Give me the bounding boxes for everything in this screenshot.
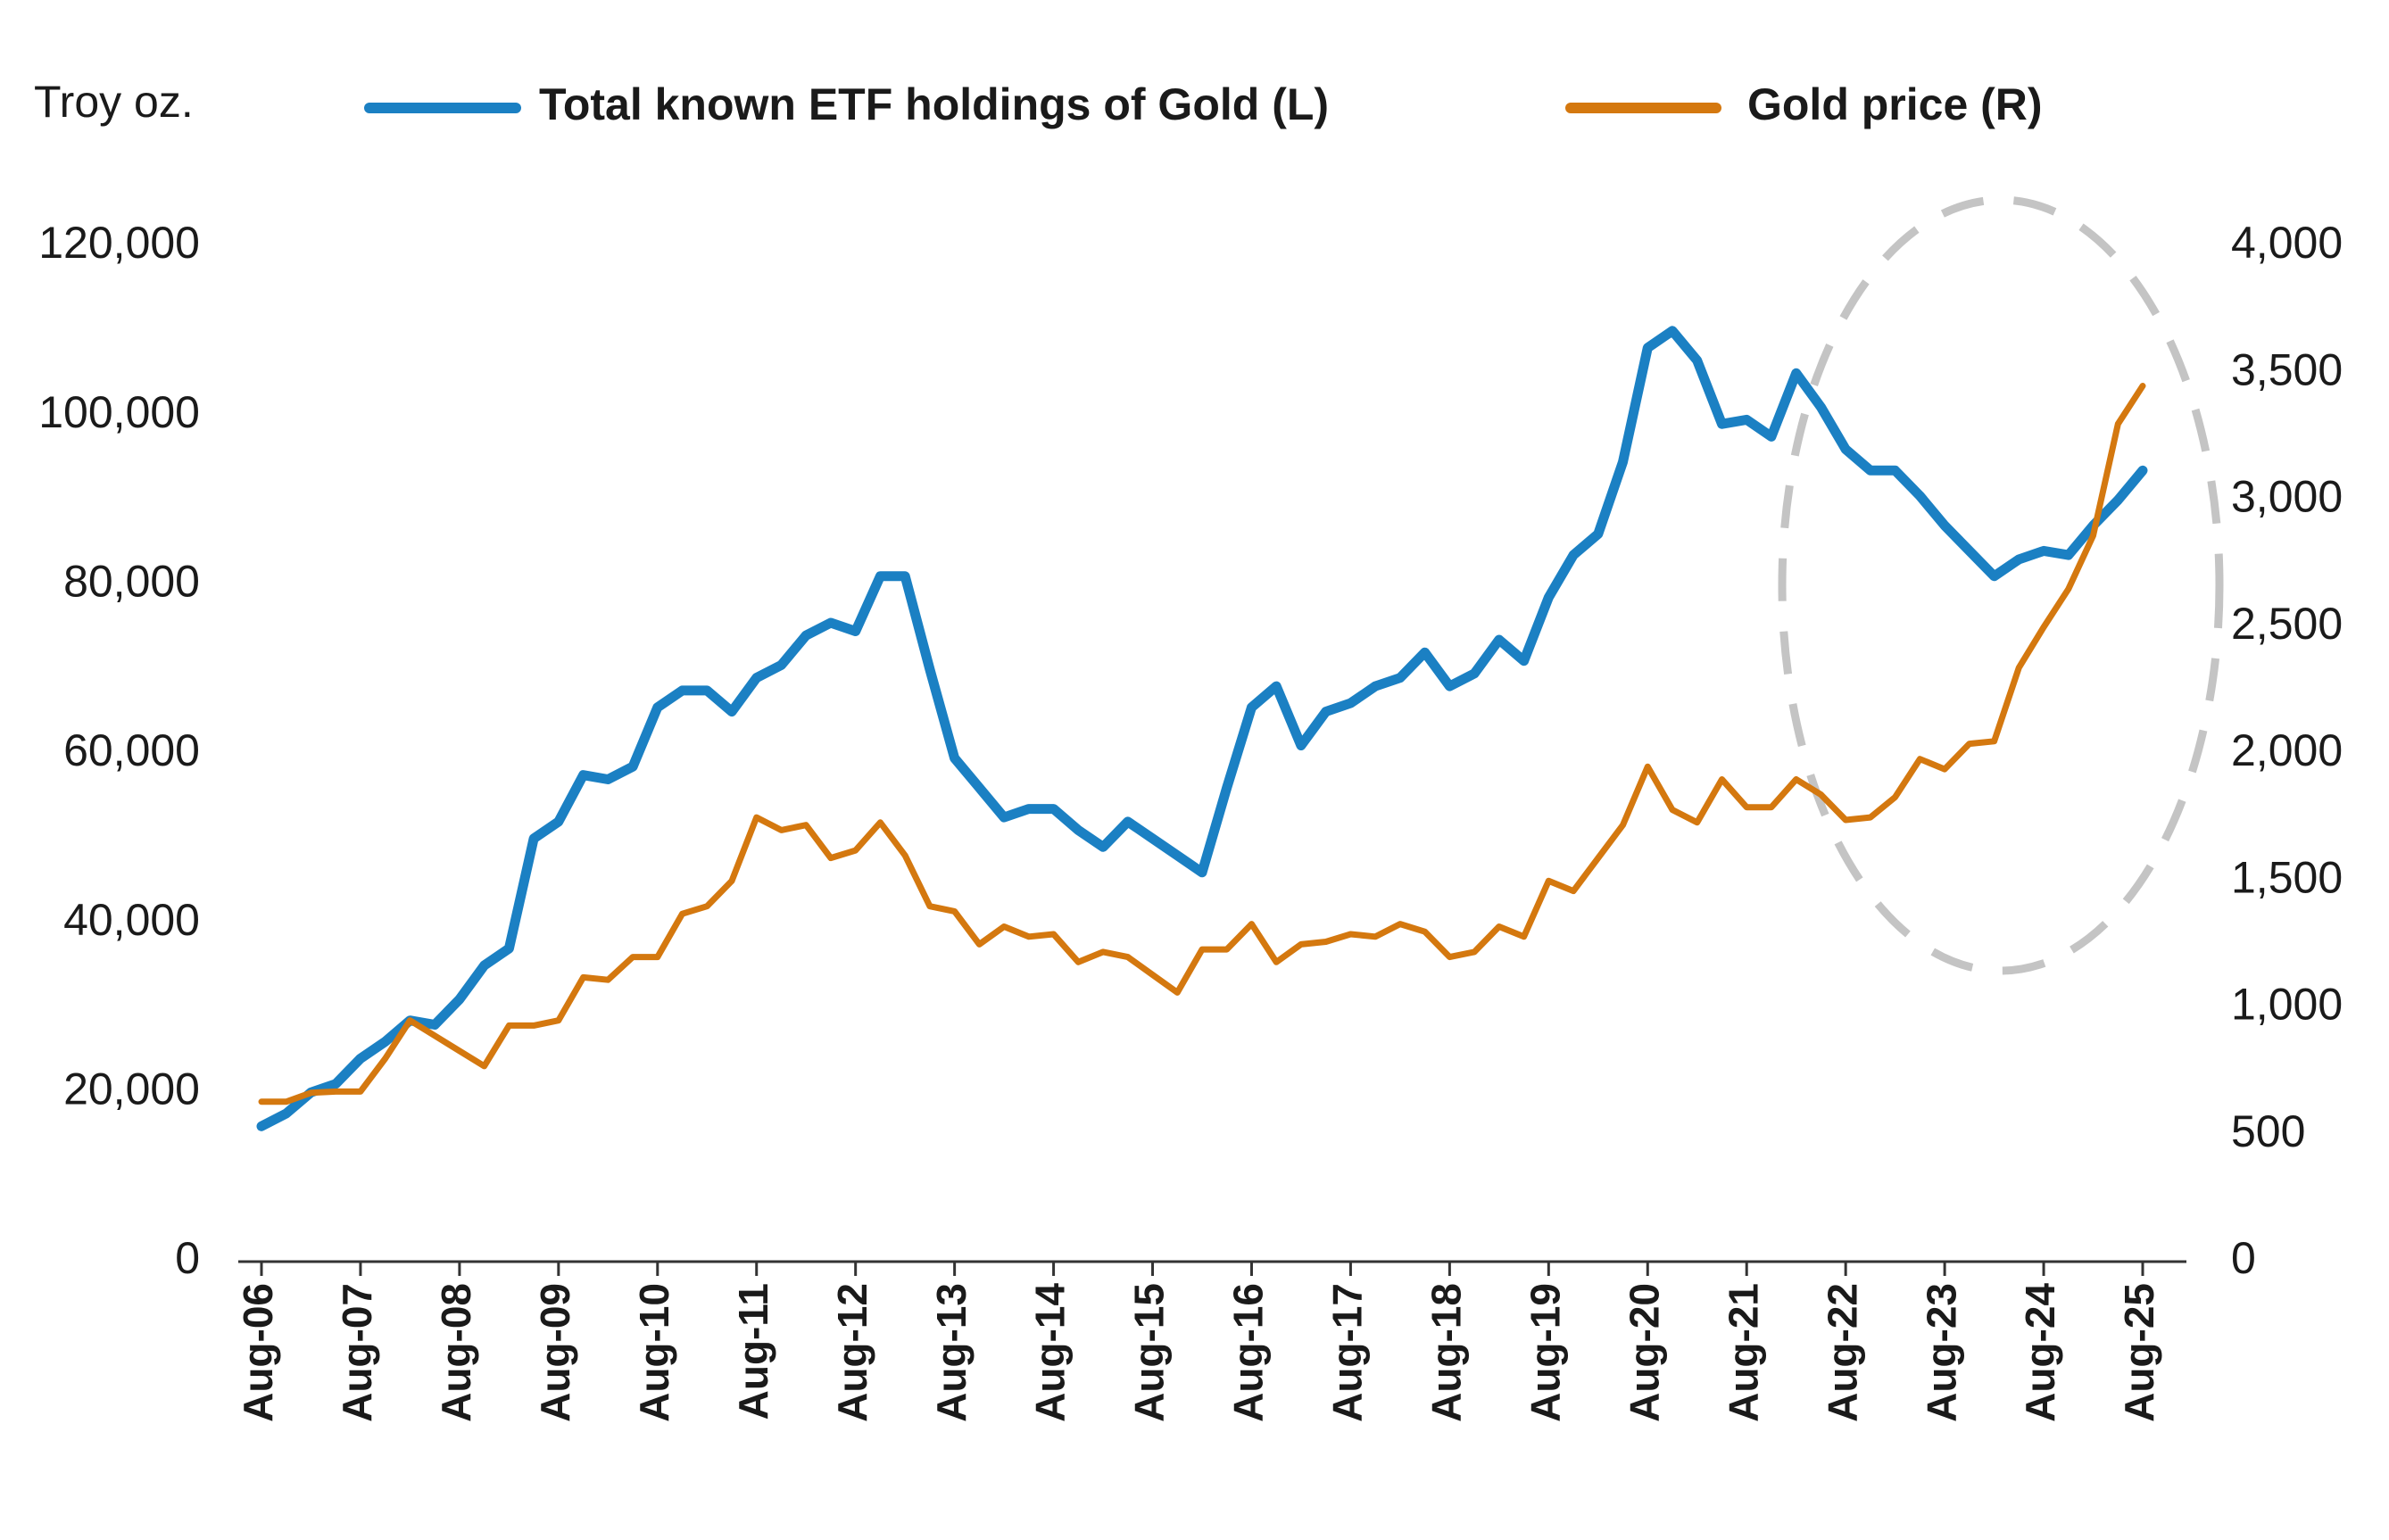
y-tick-label: 20,000 (63, 1064, 200, 1114)
highlight-ellipse (1778, 195, 2224, 975)
y-tick-label: 120,000 (38, 218, 200, 268)
x-tick-label: Aug-13 (928, 1283, 975, 1422)
y2-tick-label: 1,000 (2231, 980, 2343, 1030)
x-tick-label: Aug-06 (235, 1283, 281, 1422)
y-axis-label: Troy oz. (34, 77, 194, 127)
y2-tick-label: 1,500 (2231, 852, 2343, 902)
y2-tick-label: 500 (2231, 1106, 2305, 1156)
y2-tick-label: 0 (2231, 1233, 2256, 1283)
x-tick-label: Aug-22 (1819, 1283, 1865, 1422)
x-tick-label: Aug-25 (2116, 1283, 2162, 1422)
y2-tick-label: 3,500 (2231, 344, 2343, 394)
y2-tick-label: 2,000 (2231, 725, 2343, 775)
y2-tick-label: 2,500 (2231, 599, 2343, 649)
x-tick-label: Aug-18 (1423, 1283, 1470, 1422)
series-line (258, 383, 2146, 1105)
x-tick-label: Aug-23 (1918, 1283, 1964, 1422)
x-tick-label: Aug-20 (1621, 1283, 1667, 1422)
y-tick-label: 80,000 (63, 557, 200, 607)
series-line (256, 326, 2148, 1131)
y-tick-label: 0 (175, 1233, 200, 1283)
x-tick-label: Aug-19 (1522, 1283, 1568, 1422)
y2-tick-label: 3,000 (2231, 472, 2343, 522)
x-tick-label: Aug-11 (730, 1283, 776, 1420)
x-tick-label: Aug-17 (1324, 1283, 1371, 1422)
x-tick-label: Aug-12 (829, 1283, 875, 1422)
y-tick-label: 40,000 (63, 895, 200, 945)
legend-label: Gold price (R) (1747, 79, 2043, 129)
x-tick-label: Aug-07 (334, 1283, 380, 1422)
x-tick-label: Aug-14 (1027, 1283, 1074, 1422)
x-tick-label: Aug-15 (1126, 1283, 1173, 1422)
legend-label: Total known ETF holdings of Gold (L) (539, 79, 1329, 129)
x-tick-label: Aug-10 (631, 1283, 677, 1422)
y-tick-label: 60,000 (63, 725, 200, 775)
x-tick-label: Aug-09 (532, 1283, 578, 1422)
x-tick-label: Aug-08 (433, 1283, 479, 1422)
x-tick-label: Aug-21 (1720, 1283, 1766, 1422)
x-tick-label: Aug-16 (1225, 1283, 1272, 1422)
y-tick-label: 100,000 (38, 387, 200, 437)
y2-tick-label: 4,000 (2231, 218, 2343, 268)
x-tick-label: Aug-24 (2017, 1283, 2063, 1422)
